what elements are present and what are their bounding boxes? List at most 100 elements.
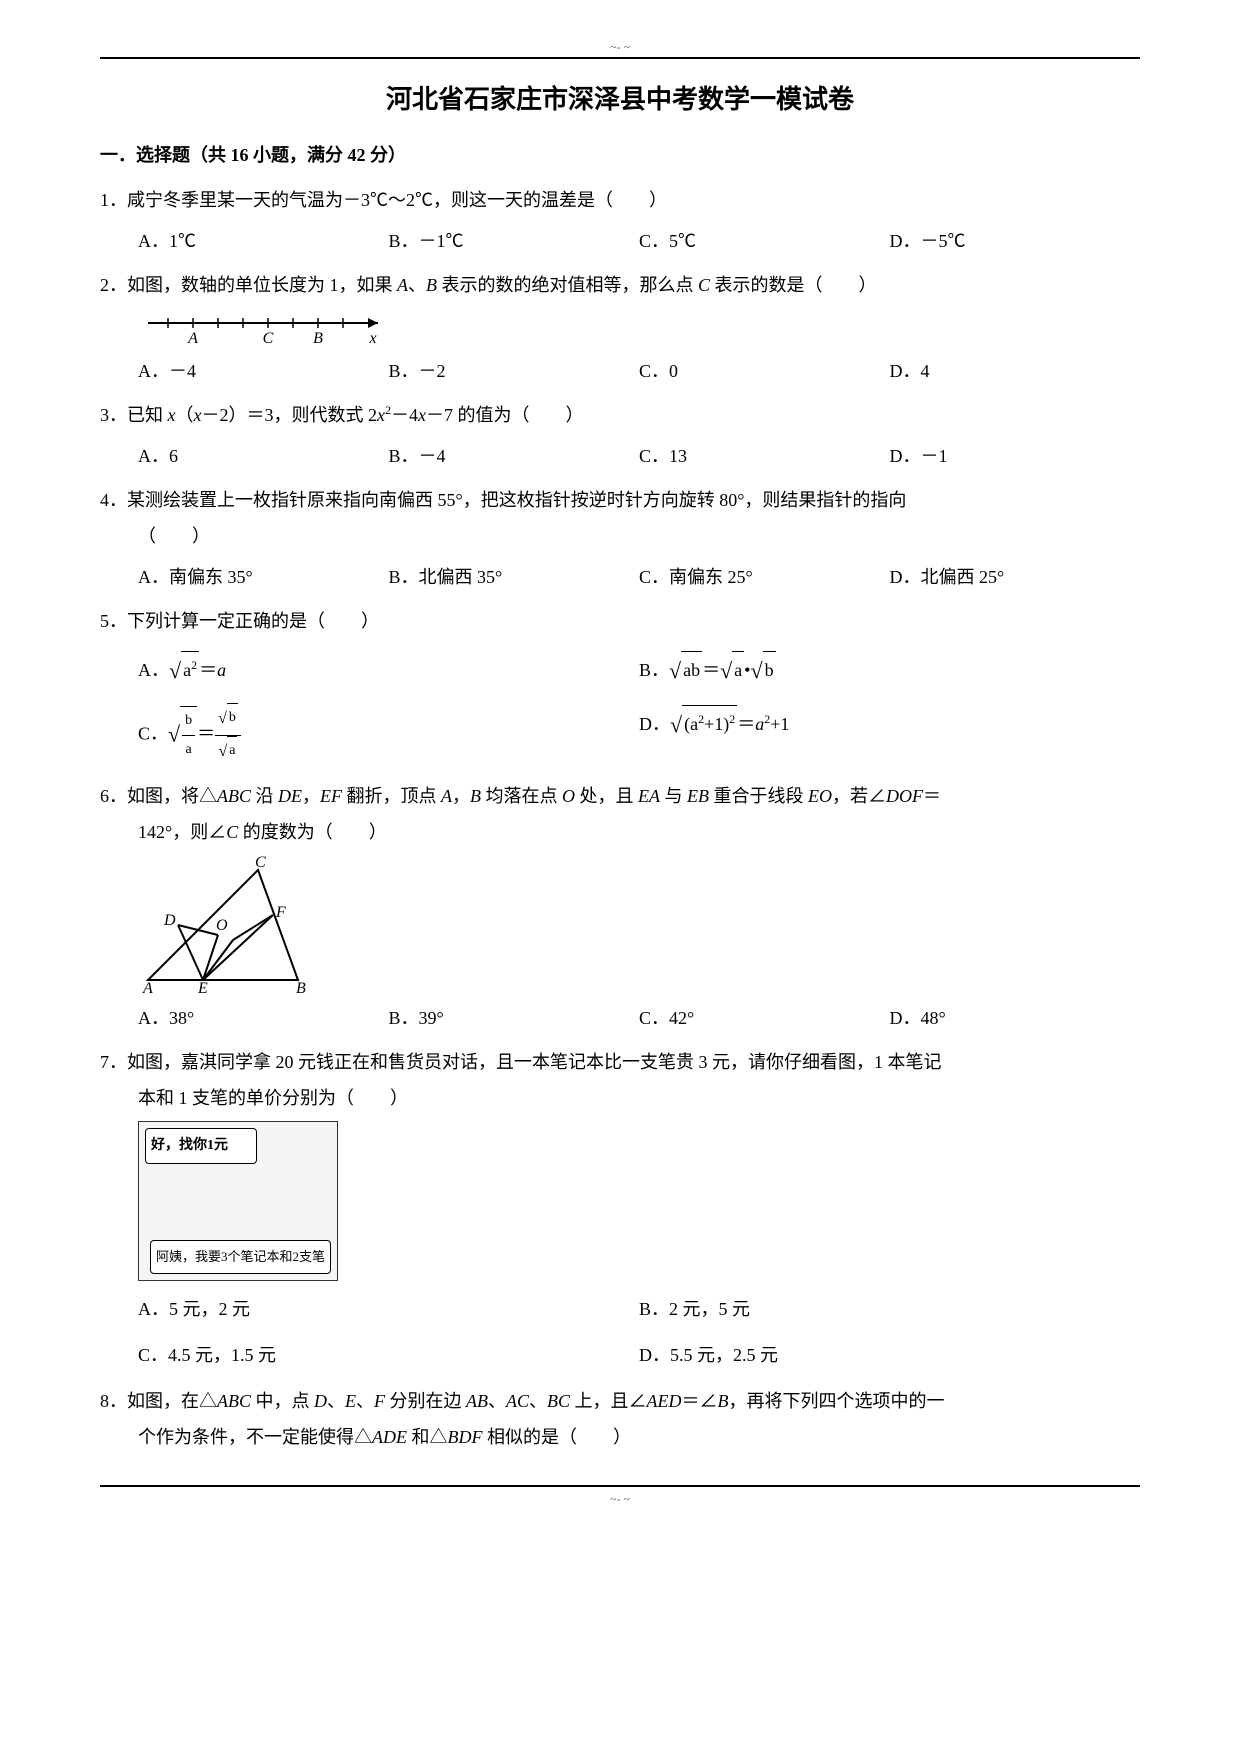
q8-t2: ABC (217, 1391, 251, 1411)
q7-speech1: 好，找你1元 (145, 1128, 257, 1164)
q8-l2d: BDF (448, 1427, 483, 1447)
question-6: 6．如图，将△ABC 沿 DE，EF 翻折，顶点 A，B 均落在点 O 处，且 … (100, 778, 1140, 1036)
q2-options: A．－4 B．－2 C．0 D．4 (138, 353, 1140, 389)
q5-optD: D．√(a2+1)2＝a2+1 (639, 703, 1140, 768)
q6-t16: EB (687, 786, 709, 806)
q6-optC: C．42° (639, 1000, 890, 1036)
q5-optC: C．√ba＝√b√a (138, 703, 639, 768)
footer-mark: ~- ~ (100, 1492, 1140, 1507)
q2-optD: D．4 (890, 353, 1141, 389)
q3-t8: －4 (391, 405, 418, 425)
q7-figure: 好，找你1元 阿姨，我要3个笔记本和2支笔 (138, 1121, 338, 1281)
q6-t3: 沿 (251, 786, 278, 806)
q3-optB: B．－4 (389, 438, 640, 474)
header-rule (100, 57, 1140, 59)
q3-x2: x (194, 405, 202, 425)
q8-t9: 分别在边 (385, 1391, 466, 1411)
tri-D: D (163, 912, 176, 929)
q8-l2a: 个作为条件，不一定能使得△ (138, 1427, 372, 1447)
q4-options: A．南偏东 35° B．北偏西 35° C．南偏东 25° D．北偏西 25° (138, 559, 1140, 595)
nl-x: x (368, 330, 376, 347)
q4-text2: （ ） (138, 518, 1140, 554)
q4-optA: A．南偏东 35° (138, 559, 389, 595)
q5D-plus: +1) (704, 714, 729, 734)
q3-t1: 3．已知 (100, 405, 168, 425)
q5-text: 5．下列计算一定正确的是（ ） (100, 603, 1140, 639)
q6-t9: ， (452, 786, 470, 806)
q8-l2c: 和△ (407, 1427, 448, 1447)
question-2: 2．如图，数轴的单位长度为 1，如果 A、B 表示的数的绝对值相等，那么点 C … (100, 267, 1140, 389)
q8-l2e: 相似的是（ ） (483, 1427, 632, 1447)
q2-B: B (426, 275, 437, 295)
q3-x1: x (168, 405, 176, 425)
question-7: 7．如图，嘉淇同学拿 20 元钱正在和售货员对话，且一本笔记本比一支笔贵 3 元… (100, 1044, 1140, 1373)
q7-speech2: 阿姨，我要3个笔记本和2支笔 (150, 1240, 331, 1274)
q6-figure: A E B C D F O (138, 855, 318, 995)
q2-t2: 、 (408, 275, 426, 295)
q6-t12: O (562, 786, 575, 806)
nl-A: A (187, 330, 198, 347)
q6-options: A．38° B．39° C．42° D．48° (138, 1000, 1140, 1036)
q5C-sa: a (227, 736, 237, 765)
q6-l2c: 的度数为（ ） (238, 822, 387, 842)
q8-t4: D (314, 1391, 327, 1411)
q4-optC: C．南偏东 25° (639, 559, 890, 595)
q7-text: 7．如图，嘉淇同学拿 20 元钱正在和售货员对话，且一本笔记本比一支笔贵 3 元… (100, 1044, 1140, 1080)
q2-optB: B．－2 (389, 353, 640, 389)
q5A-a: a (217, 660, 226, 680)
q1-options: A．1℃ B．－1℃ C．5℃ D．－5℃ (138, 223, 1140, 259)
q7-optA: A．5 元，2 元 (138, 1291, 639, 1327)
q6-l2b: C (226, 822, 238, 842)
q2-optC: C．0 (639, 353, 890, 389)
q4-optD: D．北偏西 25° (890, 559, 1141, 595)
q8-t16: AED (647, 1391, 682, 1411)
q5D-pre: D． (639, 714, 670, 734)
header-mark: ~- ~ (100, 40, 1140, 55)
q8-t3: 中，点 (251, 1391, 314, 1411)
q5C-pre: C． (138, 724, 168, 744)
q2-t4: 表示的数是（ ） (710, 275, 877, 295)
q8-t14: BC (547, 1391, 570, 1411)
tri-E: E (197, 980, 208, 995)
q1-optB: B．－1℃ (389, 223, 640, 259)
q6-t15: 与 (660, 786, 687, 806)
q6-t1: 6．如图，将△ (100, 786, 217, 806)
q2-text: 2．如图，数轴的单位长度为 1，如果 A、B 表示的数的绝对值相等，那么点 C … (100, 267, 1140, 303)
q6-line2: 142°，则∠C 的度数为（ ） (138, 814, 1140, 850)
q6-t7: 翻折，顶点 (342, 786, 441, 806)
q6-t13: 处，且 (575, 786, 638, 806)
q8-t15: 上，且∠ (570, 1391, 647, 1411)
q6-t5: ， (302, 786, 320, 806)
q3-x4: x (418, 405, 426, 425)
q5C-eq: ＝ (197, 724, 215, 744)
tri-B: B (296, 980, 306, 995)
q8-t19: ，再将下列四个选项中的一 (729, 1391, 945, 1411)
footer-rule (100, 1485, 1140, 1487)
q6-l2a: 142°，则∠ (138, 822, 226, 842)
section-header: 一．选择题（共 16 小题，满分 42 分） (100, 141, 1140, 167)
q8-t5: 、 (327, 1391, 345, 1411)
q5A-pre: A． (138, 660, 169, 680)
q5A-sup: 2 (191, 658, 197, 672)
q4-optB: B．北偏西 35° (389, 559, 640, 595)
q6-t4: DE (278, 786, 302, 806)
q8-t18: B (718, 1391, 729, 1411)
q5D-inner: (a (684, 714, 698, 734)
q1-optC: C．5℃ (639, 223, 890, 259)
tri-F: F (275, 904, 286, 921)
q3-t10: －7 的值为（ ） (426, 405, 584, 425)
q6-t11: 均落在点 (481, 786, 562, 806)
q3-t3: （ (176, 405, 194, 425)
exam-title: 河北省石家庄市深泽县中考数学一模试卷 (100, 79, 1140, 116)
tri-A: A (142, 980, 153, 995)
q6-t19: ，若∠ (832, 786, 886, 806)
q5B-ab: ab (681, 651, 702, 688)
q8-t6: E (345, 1391, 356, 1411)
q3-text: 3．已知 x（x－2）＝3，则代数式 2x2－4x－7 的值为（ ） (100, 397, 1140, 433)
q5-options: A．√a2＝a B．√ab＝√a•√b C．√ba＝√b√a D．√(a2+1)… (138, 649, 1140, 768)
q2-t3: 表示的数的绝对值相等，那么点 (437, 275, 698, 295)
q1-optD: D．－5℃ (890, 223, 1141, 259)
q6-t17: 重合于线段 (709, 786, 808, 806)
question-4: 4．某测绘装置上一枚指针原来指向南偏西 55°，把这枚指针按逆时针方向旋转 80… (100, 482, 1140, 595)
q8-t13: 、 (529, 1391, 547, 1411)
